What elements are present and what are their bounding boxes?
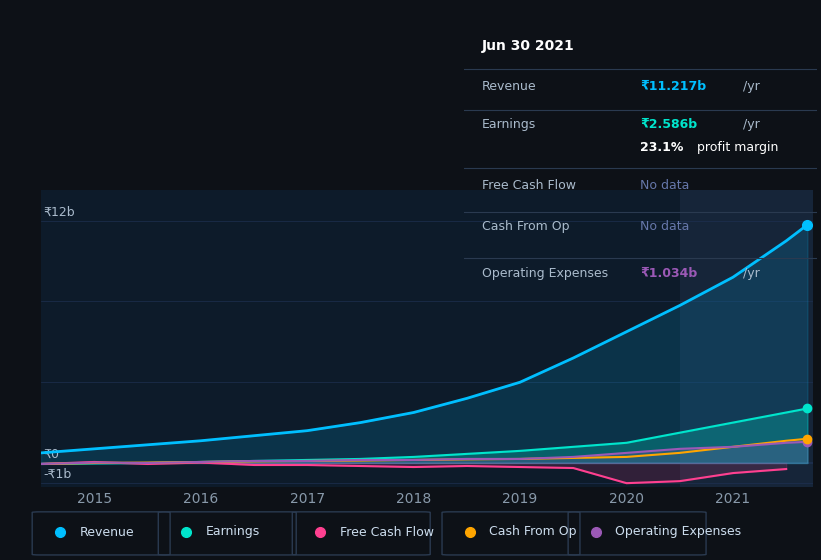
Text: ₹0: ₹0 bbox=[44, 448, 59, 461]
Text: ₹11.217b: ₹11.217b bbox=[640, 80, 707, 93]
Text: /yr: /yr bbox=[743, 80, 759, 93]
Text: /yr: /yr bbox=[743, 267, 759, 279]
Text: No data: No data bbox=[640, 220, 690, 233]
Text: ₹2.586b: ₹2.586b bbox=[640, 118, 698, 131]
Text: /yr: /yr bbox=[743, 118, 759, 131]
Text: No data: No data bbox=[640, 179, 690, 192]
Text: Revenue: Revenue bbox=[80, 525, 134, 539]
Text: Jun 30 2021: Jun 30 2021 bbox=[481, 39, 574, 53]
Text: Revenue: Revenue bbox=[481, 80, 536, 93]
Text: Cash From Op: Cash From Op bbox=[481, 220, 569, 233]
Text: Operating Expenses: Operating Expenses bbox=[616, 525, 741, 539]
Text: Operating Expenses: Operating Expenses bbox=[481, 267, 608, 279]
Text: profit margin: profit margin bbox=[697, 141, 778, 155]
Text: ₹1.034b: ₹1.034b bbox=[640, 267, 698, 279]
Text: Free Cash Flow: Free Cash Flow bbox=[340, 525, 433, 539]
Text: Free Cash Flow: Free Cash Flow bbox=[481, 179, 576, 192]
Text: -₹1b: -₹1b bbox=[44, 468, 71, 481]
Text: Cash From Op: Cash From Op bbox=[489, 525, 577, 539]
Bar bbox=[680, 190, 813, 487]
Text: Earnings: Earnings bbox=[481, 118, 536, 131]
Text: ₹12b: ₹12b bbox=[44, 206, 75, 218]
Text: 23.1%: 23.1% bbox=[640, 141, 684, 155]
Text: Earnings: Earnings bbox=[205, 525, 259, 539]
